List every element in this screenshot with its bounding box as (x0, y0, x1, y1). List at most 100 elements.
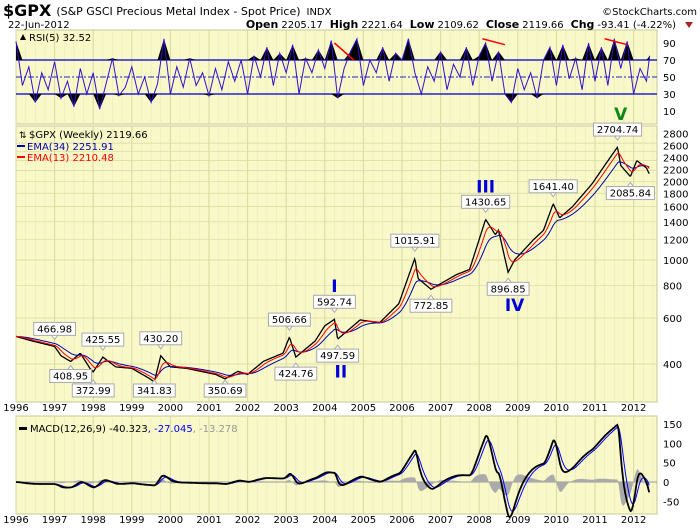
price-annotation: 372.99 (76, 386, 111, 397)
year-tick-label: 2006 (389, 515, 414, 526)
quote-low: 2109.62 (437, 20, 478, 31)
year-tick-label: 2009 (505, 403, 530, 414)
annotation-pointer (66, 364, 75, 370)
price-legend-icon: ⇅ (19, 131, 27, 141)
quote-high: 2221.64 (361, 20, 402, 31)
ema34-legend-swatch (17, 145, 25, 147)
annotation-pointer (89, 379, 98, 385)
ema34-line (16, 161, 650, 376)
price-annotation: 2085.84 (610, 189, 651, 200)
macd-histogram-legend: , -13.278 (193, 424, 238, 435)
macd-panel (15, 415, 658, 515)
quote-chg-label: Chg (571, 18, 595, 31)
price-tick-label: 2800 (663, 129, 688, 140)
year-tick-label: 2008 (466, 515, 491, 526)
price-annotation: 1430.65 (465, 197, 506, 208)
macd-tick-label: 100 (663, 439, 682, 450)
price-annotation: 772.85 (413, 301, 448, 312)
annotation-pointer (504, 277, 513, 283)
ema13-line (15, 152, 650, 380)
price-tick-label: 600 (663, 314, 682, 325)
exchange: INDX (307, 7, 332, 18)
price-legend: $GPX (Weekly) 2119.66 (29, 130, 148, 141)
ema13-legend-swatch (17, 156, 25, 158)
year-tick-label: 2011 (582, 403, 607, 414)
price-annotation: 341.83 (137, 386, 172, 397)
instrument-name: (S&P GSCI Precious Metal Index - Spot Pr… (56, 5, 300, 18)
year-tick-label: 2011 (582, 515, 607, 526)
price-annotation: 506.66 (272, 315, 307, 326)
year-tick-label: 2004 (312, 403, 337, 414)
year-tick-label: 1997 (42, 515, 67, 526)
year-tick-label: 2007 (428, 515, 453, 526)
price-annotation: 1641.40 (533, 182, 574, 193)
year-tick-label: 2009 (505, 515, 530, 526)
annotation-pointer (626, 181, 635, 188)
price-annotation: 1015.91 (394, 236, 435, 247)
annotation-pointer (156, 344, 165, 350)
rsi-tick-label: 50 (663, 73, 676, 84)
annotation-pointer (426, 294, 435, 300)
price-tick-label: 2000 (663, 177, 688, 188)
rsi-trendline (604, 38, 628, 46)
macd-legend-swatch (19, 427, 27, 430)
macd-line (16, 423, 651, 518)
annotation-pointer (285, 325, 294, 331)
annotation-pointer (98, 345, 107, 351)
year-tick-label: 2001 (196, 515, 221, 526)
year-tick-label: 1999 (119, 515, 144, 526)
year-tick-label: 2003 (273, 515, 298, 526)
macd-signal-legend: , -27.045 (148, 424, 193, 435)
year-tick-label: 2003 (273, 403, 298, 414)
rsi-line (15, 37, 651, 110)
price-annotation: 896.85 (491, 284, 526, 295)
elliott-wave-label: IV (505, 296, 525, 316)
quote-high-label: High (330, 18, 359, 31)
annotation-pointer (221, 379, 230, 385)
date: 22-Jun-2012 (8, 20, 70, 31)
price-tick-label: 1800 (663, 189, 688, 200)
quote-chg: -93.41 (-4.22%) (597, 20, 676, 31)
year-tick-label: 2002 (235, 515, 260, 526)
macd-tick-label: 0 (663, 478, 669, 489)
annotation-pointer (330, 307, 339, 314)
year-tick-label: 2007 (428, 403, 453, 414)
year-tick-label: 2012 (621, 403, 646, 414)
annotation-pointer (613, 135, 622, 141)
annotation-pointer (150, 379, 159, 385)
quote-open: 2205.17 (281, 20, 322, 31)
year-tick-label: 2010 (544, 403, 569, 414)
rsi-trendline (333, 42, 355, 61)
macd-tick-label: 150 (663, 420, 682, 431)
price-tick-label: 400 (663, 360, 682, 371)
annotation-pointer (549, 192, 558, 198)
year-tick-label: 2005 (351, 515, 376, 526)
year-tick-label: 1996 (3, 515, 28, 526)
price-tick-label: 2600 (663, 141, 688, 152)
price-tick-label: 2400 (663, 153, 688, 164)
rsi-tick-label: 30 (663, 90, 676, 101)
rsi-overbought-fill (16, 38, 650, 60)
rsi-tick-label: 10 (663, 107, 676, 118)
price-annotation: 425.55 (85, 335, 120, 346)
price-tick-label: 2200 (663, 165, 688, 176)
year-tick-label: 2010 (544, 515, 569, 526)
annotation-pointer (333, 344, 342, 350)
price-annotation: 350.69 (208, 386, 243, 397)
year-tick-label: 2012 (621, 515, 646, 526)
price-annotation: 466.98 (37, 324, 72, 335)
price-tick-label: 1000 (663, 256, 688, 267)
year-tick-label: 2002 (235, 403, 260, 414)
annotation-pointer (410, 246, 419, 253)
year-tick-label: 1996 (3, 403, 28, 414)
elliott-wave-label: V (614, 105, 628, 125)
year-tick-label: 2004 (312, 515, 337, 526)
year-tick-label: 1998 (80, 515, 105, 526)
year-tick-label: 1998 (80, 403, 105, 414)
macd-legend: MACD(12,26,9) -40.323 (30, 424, 148, 435)
year-tick-label: 2001 (196, 403, 221, 414)
price-annotation: 424.76 (278, 369, 313, 380)
price-annotation: 408.95 (53, 371, 88, 382)
rsi-tick-label: 90 (663, 39, 676, 50)
